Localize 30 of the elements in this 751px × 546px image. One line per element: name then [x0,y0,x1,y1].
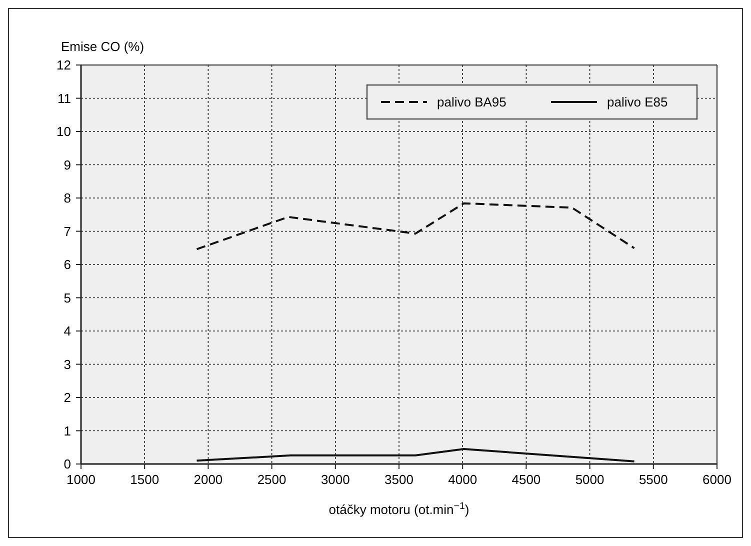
x-tick-label: 4000 [448,472,478,487]
x-tick-label: 1500 [130,472,160,487]
x-tick-label: 1000 [66,472,96,487]
y-tick-label: 8 [64,190,71,206]
y-tick-label: 10 [56,124,71,139]
x-tick-label: 2500 [257,472,286,487]
y-tick-label: 1 [64,423,71,438]
y-tick-label: 7 [64,224,71,239]
y-tick-label: 3 [64,356,71,372]
line-series [196,448,636,462]
y-axis-title: Emise CO (%) [61,39,144,54]
x-tick-label: 4500 [512,472,541,487]
y-tick-label: 6 [64,257,71,272]
x-axis-title: otáčky motoru (ot.min$^{−1}$) [328,500,470,517]
x-tick-label: 5000 [575,472,604,487]
line-series [196,202,636,250]
y-tick-label: 12 [56,58,71,72]
legend-label: palivo BA95 [437,94,506,110]
x-tick-label: 6000 [702,472,732,487]
y-tick-label: 4 [64,324,71,338]
y-tick-label: 9 [64,157,71,172]
x-tick-label: 3500 [384,472,414,487]
legend-label: palivo E85 [607,94,668,110]
y-tick-label: 0 [64,456,71,472]
x-tick-label: 3000 [320,472,350,487]
x-tick-label: 2000 [194,472,223,487]
y-tick-label: 11 [58,90,71,106]
y-tick-label: 5 [64,290,71,306]
y-tick-label: 2 [64,390,71,405]
x-tick-label: 5500 [638,472,668,487]
